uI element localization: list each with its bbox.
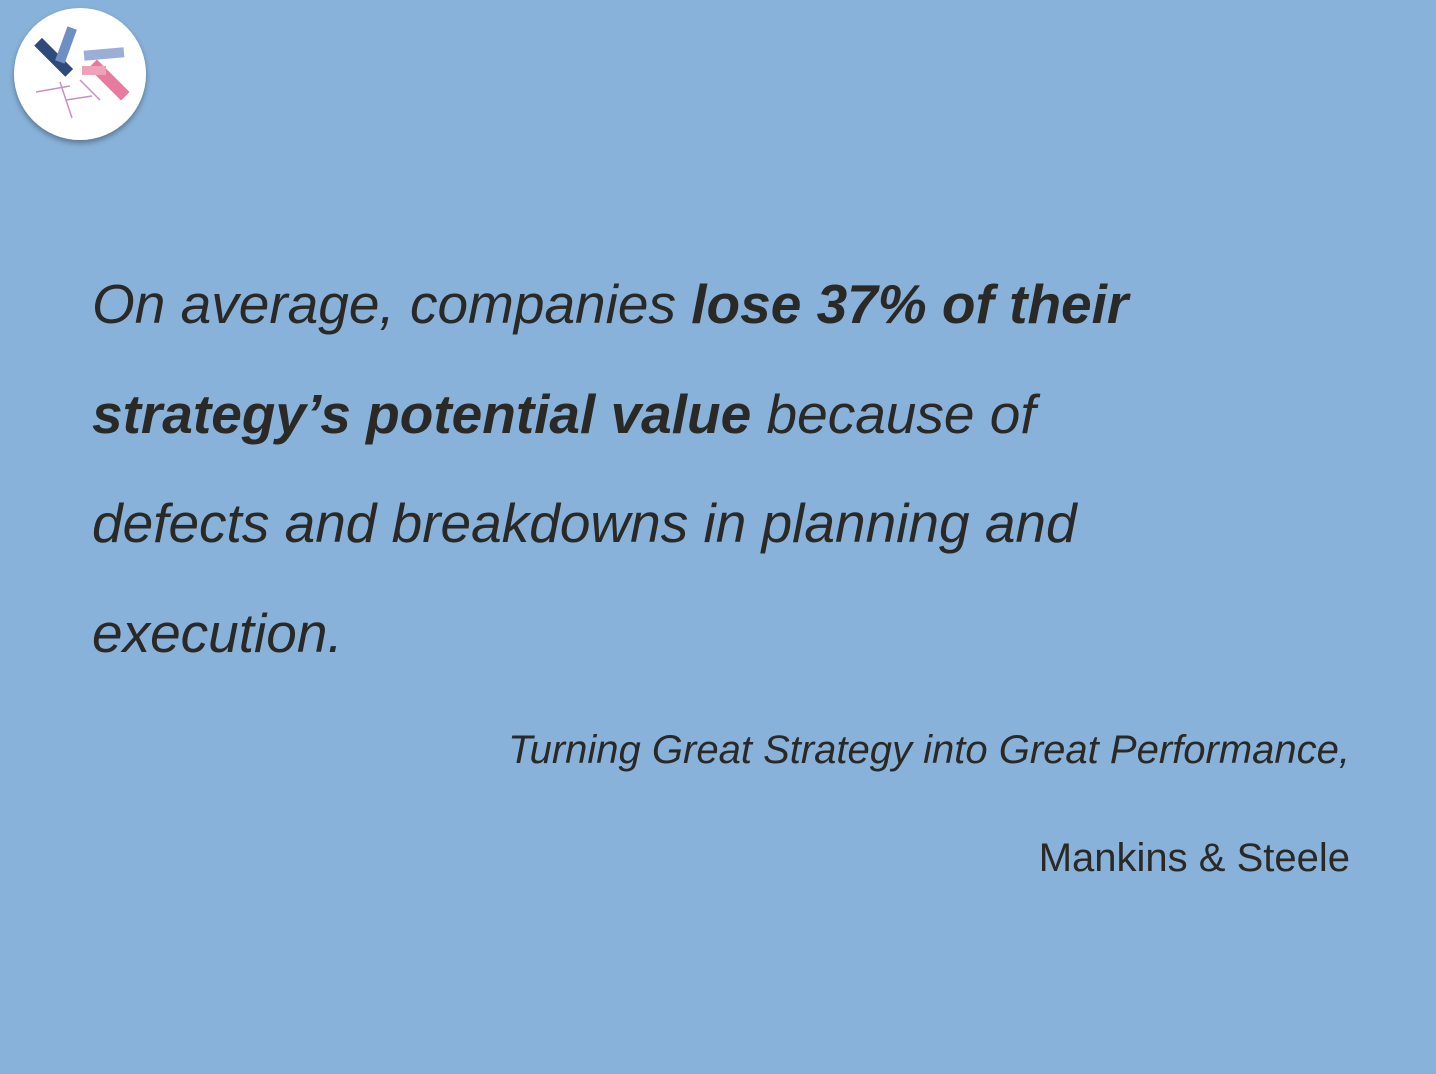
quote: On average, companies lose 37% of their … <box>92 250 1392 688</box>
logo <box>14 8 146 140</box>
source-authors: Mankins & Steele <box>1038 836 1350 880</box>
quote-text: defects and breakdowns in planning and <box>92 492 1077 554</box>
quote-text: On average, companies <box>92 273 692 335</box>
quote-line: strategy’s potential value because of <box>92 360 1392 470</box>
quote-text: execution. <box>92 601 343 664</box>
quote-line: execution. <box>92 579 1392 689</box>
quote-emphasis: lose 37% of their <box>691 273 1129 335</box>
quote-emphasis: strategy’s potential value <box>92 382 752 445</box>
quote-line: defects and breakdowns in planning and <box>92 469 1392 579</box>
quote-text: because of <box>751 382 1036 445</box>
quote-line: On average, companies lose 37% of their <box>92 250 1392 360</box>
source-title: Turning Great Strategy into Great Perfor… <box>508 728 1350 772</box>
